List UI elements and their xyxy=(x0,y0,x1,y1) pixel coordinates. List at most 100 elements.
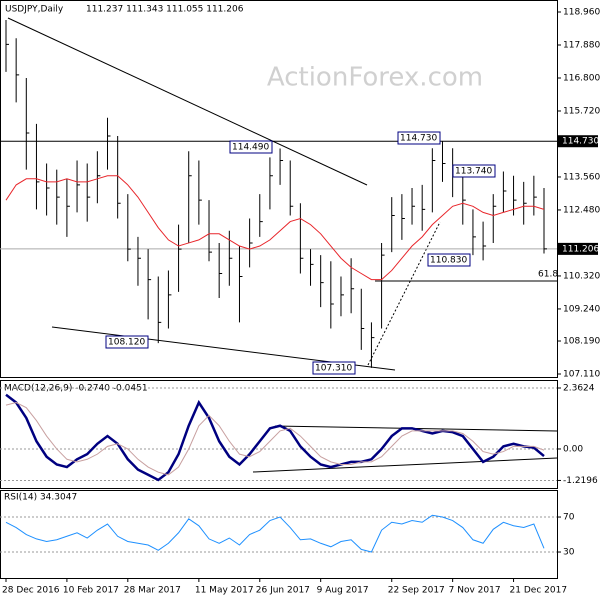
ohlc-bar xyxy=(299,203,304,274)
ohlc-bar xyxy=(66,178,70,237)
ohlc-bar xyxy=(25,77,30,170)
y-tick-label: -1.2196 xyxy=(563,476,598,486)
trendline xyxy=(367,221,441,366)
ohlc-bar xyxy=(381,242,385,329)
y-tick-label: 118.960 xyxy=(563,8,600,18)
y-tick-label: 30 xyxy=(563,548,575,558)
line xyxy=(5,393,545,482)
ohlc-bar xyxy=(35,123,40,210)
ohlc-bar xyxy=(147,249,152,320)
ohlc-bar xyxy=(543,187,547,254)
rsi-panel xyxy=(0,490,558,579)
ohlc-bar xyxy=(502,171,507,213)
y-tick-label: 107.110 xyxy=(563,370,600,380)
ohlc-bar xyxy=(249,218,253,268)
ohlc-bar xyxy=(5,19,9,72)
ohlc-bar xyxy=(360,288,365,350)
ohlc-bar xyxy=(96,151,101,204)
ohlc-bar xyxy=(208,200,213,262)
price-panel xyxy=(0,0,558,378)
ohlc-bar xyxy=(107,117,111,170)
y-tick-label: 116.800 xyxy=(563,73,600,83)
ohlc-bar xyxy=(472,209,476,256)
rsi-title: RSI(14) 34.3047 xyxy=(4,493,77,503)
ohlc-bar xyxy=(46,163,50,216)
ohlc-bar xyxy=(320,255,324,308)
ohlc-bar xyxy=(310,249,314,286)
ohlc-bar xyxy=(188,151,192,243)
ohlc-bar xyxy=(167,270,172,329)
annotation: 107.310 xyxy=(315,364,352,374)
annotation: 61.8 xyxy=(538,270,558,280)
y-tick-label: 115.720 xyxy=(563,106,600,116)
y-tick-label: 70 xyxy=(563,513,575,523)
y-tick-label: 112.480 xyxy=(563,205,600,215)
ohlc-bar xyxy=(178,224,182,292)
ohlc-bar xyxy=(441,141,446,182)
y-tick-label: 0.00 xyxy=(563,444,583,454)
x-tick-label: 21 Dec 2017 xyxy=(510,586,568,596)
y-tick-label: 2.3624 xyxy=(563,383,595,393)
x-tick-label: 7 Nov 2017 xyxy=(449,586,501,596)
line xyxy=(5,514,545,553)
ohlc-bar xyxy=(411,187,416,225)
annotation: 110.830 xyxy=(430,256,467,266)
annotation: 108.120 xyxy=(108,338,145,348)
annotation: 114.730 xyxy=(400,134,437,144)
annotation: 113.740 xyxy=(455,167,492,177)
ohlc-bar xyxy=(431,148,436,213)
ohlc-bar xyxy=(482,221,487,261)
annotation-box xyxy=(427,253,471,267)
x-tick-label: 10 Feb 2017 xyxy=(63,586,119,596)
line xyxy=(5,175,545,281)
x-tick-label: 26 Jun 2017 xyxy=(256,586,310,596)
trendline xyxy=(7,17,368,186)
ohlc-bar xyxy=(15,38,20,103)
ohlc-bar xyxy=(218,242,223,298)
ohlc-bar xyxy=(289,160,294,216)
ohlc-bar xyxy=(56,169,60,225)
ohlc-bar xyxy=(127,194,131,262)
ohlc-bar xyxy=(198,160,202,225)
ohlc-bar xyxy=(421,184,426,231)
ohlc-bar xyxy=(76,160,81,213)
ohlc-bar xyxy=(330,261,334,329)
annotation: 114.490 xyxy=(232,143,269,153)
annotation-box xyxy=(312,361,356,375)
price-label: 111.206 xyxy=(562,244,599,254)
ohlc-bar xyxy=(492,194,497,243)
watermark: ActionForex.com xyxy=(267,63,483,93)
y-tick-label: 109.240 xyxy=(563,304,600,314)
line xyxy=(5,401,545,476)
ohlc-bar xyxy=(370,322,375,368)
chart-title: USDJPY,Daily xyxy=(5,5,64,15)
ohlc-bar xyxy=(523,181,527,225)
x-tick-label: 28 Mar 2017 xyxy=(124,586,181,596)
annotation-box xyxy=(105,335,149,349)
price-box xyxy=(558,135,598,148)
annotation-box xyxy=(397,131,441,145)
ohlc-bar xyxy=(238,246,243,323)
ohlc-bar xyxy=(137,236,141,286)
ohlc-bar xyxy=(157,276,162,344)
price-label: 114.730 xyxy=(562,137,599,147)
ohlc-bar xyxy=(269,157,273,210)
macd-panel xyxy=(0,380,558,489)
annotation-box xyxy=(229,140,273,154)
ohlc-bar xyxy=(86,163,91,222)
x-tick-label: 11 May 2017 xyxy=(195,586,254,596)
ohlc-bar xyxy=(462,169,466,225)
ohlc-bar xyxy=(533,175,537,216)
macd-trendline xyxy=(252,457,558,473)
x-tick-label: 9 Aug 2017 xyxy=(317,586,369,596)
x-tick-label: 28 Dec 2016 xyxy=(2,586,60,596)
quote: 111.237 111.343 111.055 111.206 xyxy=(86,5,244,15)
ohlc-bar xyxy=(391,197,395,253)
y-tick-label: 117.880 xyxy=(563,40,600,50)
ohlc-bar xyxy=(401,194,405,240)
ohlc-bar xyxy=(259,194,263,237)
y-tick-label: 113.560 xyxy=(563,172,600,182)
annotation-box xyxy=(452,164,496,178)
